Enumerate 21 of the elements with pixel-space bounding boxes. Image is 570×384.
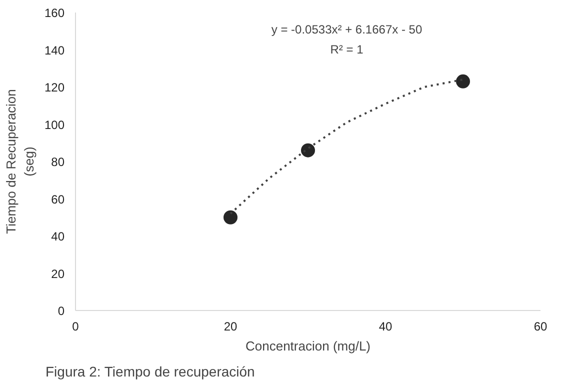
- y-axis-title: Tiempo de Recuperacion (seg): [3, 89, 36, 234]
- x-tick-label: 0: [72, 320, 80, 334]
- text: Figura 2: Tiempo de recuperación: [46, 364, 255, 380]
- y-tick-label: 0: [58, 304, 65, 318]
- x-tick-label: 60: [534, 320, 548, 334]
- point: [224, 210, 238, 224]
- x-axis-title: Concentracion (mg/L): [246, 338, 370, 354]
- y-tick-label: 80: [51, 155, 65, 169]
- y-tick-label: 120: [44, 80, 65, 94]
- x-tick-label: 40: [378, 320, 392, 334]
- point: [301, 143, 315, 158]
- x-tick-label: 20: [224, 320, 238, 334]
- annotation: y = -0.0533x² + 6.1667x - 50: [271, 22, 422, 36]
- y-tick-label: 40: [51, 230, 65, 244]
- y-tick-label: 140: [44, 43, 65, 58]
- y-tick-label: 100: [44, 118, 65, 132]
- y-tick-label: 60: [51, 192, 65, 206]
- point: [456, 74, 470, 88]
- y-tick-label: 160: [44, 6, 65, 20]
- annotation: R² = 1: [330, 42, 364, 56]
- y-tick-label: 20: [51, 266, 65, 281]
